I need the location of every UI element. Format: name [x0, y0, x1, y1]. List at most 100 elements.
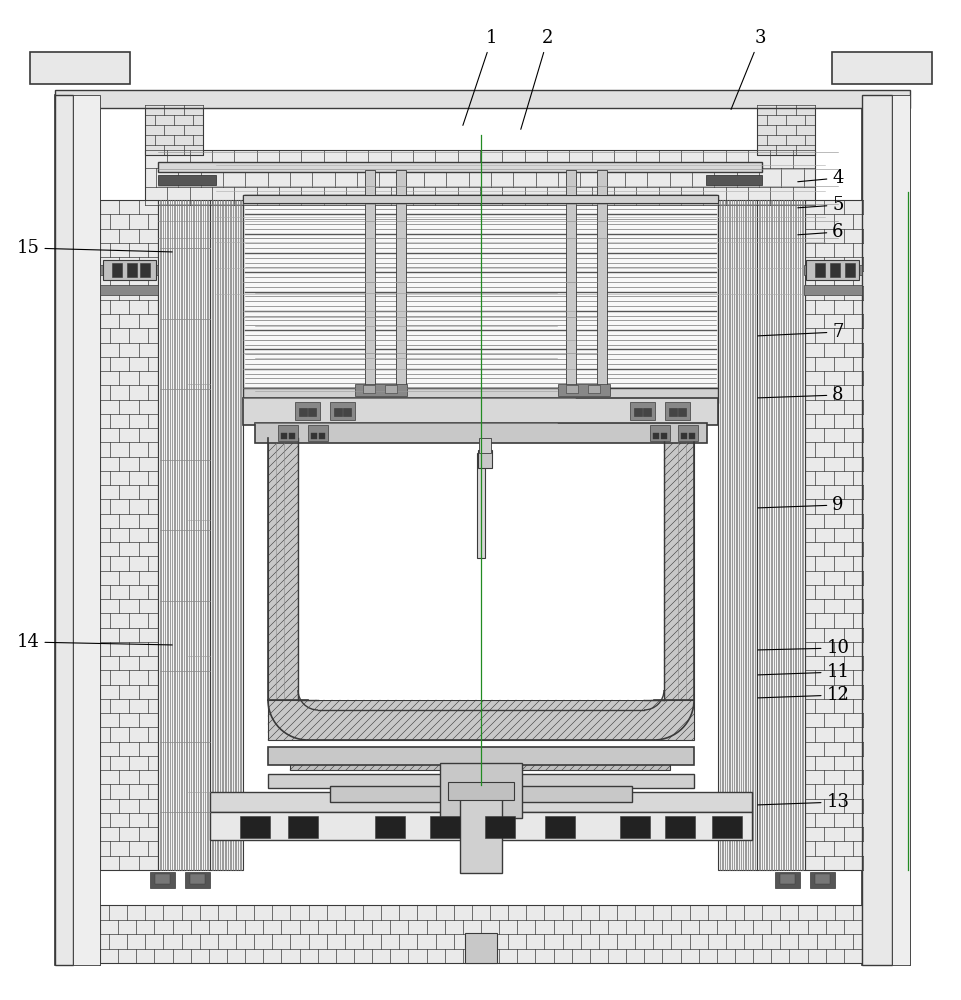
Bar: [779, 874, 794, 884]
Bar: [268, 774, 693, 788]
Bar: [650, 425, 669, 441]
Bar: [448, 782, 513, 800]
Bar: [287, 816, 318, 838]
Bar: [158, 162, 761, 172]
Bar: [243, 398, 717, 425]
Bar: [209, 792, 752, 812]
Bar: [103, 260, 156, 280]
Text: 10: 10: [757, 639, 849, 657]
Bar: [484, 816, 514, 838]
Bar: [185, 872, 209, 888]
Bar: [145, 150, 814, 205]
Text: 3: 3: [730, 29, 765, 109]
Bar: [243, 195, 717, 203]
Text: 14: 14: [16, 633, 172, 651]
Bar: [158, 200, 209, 870]
Text: 8: 8: [757, 386, 843, 404]
Bar: [814, 874, 829, 884]
Bar: [310, 433, 317, 439]
Bar: [829, 263, 839, 277]
Bar: [775, 872, 800, 888]
Text: 7: 7: [757, 323, 843, 341]
Bar: [339, 795, 622, 805]
Text: 13: 13: [757, 793, 849, 811]
Bar: [330, 402, 355, 420]
Bar: [268, 438, 298, 700]
Text: 11: 11: [757, 663, 849, 681]
Bar: [717, 200, 756, 870]
Bar: [150, 872, 175, 888]
Bar: [545, 816, 575, 838]
Bar: [289, 757, 669, 770]
Bar: [330, 786, 631, 802]
Bar: [642, 408, 651, 416]
Bar: [100, 200, 158, 870]
Bar: [711, 816, 741, 838]
Bar: [396, 170, 406, 393]
Bar: [861, 95, 891, 965]
Bar: [565, 385, 578, 393]
Bar: [831, 52, 931, 84]
Bar: [384, 385, 397, 393]
Bar: [140, 263, 150, 277]
Bar: [111, 263, 122, 277]
Bar: [439, 763, 522, 818]
Bar: [479, 438, 490, 453]
Bar: [678, 408, 685, 416]
Bar: [127, 263, 136, 277]
Bar: [364, 170, 375, 393]
Bar: [209, 812, 752, 840]
Bar: [756, 105, 814, 155]
Bar: [688, 433, 694, 439]
Bar: [362, 385, 375, 393]
Bar: [464, 933, 497, 963]
Bar: [809, 872, 834, 888]
Bar: [243, 195, 717, 388]
Bar: [343, 408, 351, 416]
Bar: [239, 816, 270, 838]
Bar: [308, 425, 328, 441]
Text: 15: 15: [16, 239, 172, 257]
Text: 5: 5: [797, 196, 843, 214]
Bar: [678, 425, 698, 441]
Bar: [333, 408, 342, 416]
Bar: [680, 433, 686, 439]
Bar: [664, 816, 694, 838]
Bar: [705, 175, 761, 185]
Bar: [243, 388, 717, 403]
Bar: [319, 433, 325, 439]
Bar: [30, 52, 130, 84]
Bar: [629, 402, 654, 420]
Bar: [633, 408, 641, 416]
Bar: [664, 402, 689, 420]
Bar: [452, 770, 509, 820]
Bar: [668, 408, 677, 416]
Bar: [298, 438, 663, 700]
Text: 9: 9: [757, 496, 843, 514]
Bar: [308, 408, 315, 416]
Bar: [803, 285, 861, 295]
Bar: [891, 95, 909, 965]
Bar: [55, 90, 909, 108]
Bar: [805, 260, 858, 280]
Bar: [288, 433, 295, 439]
Bar: [814, 263, 825, 277]
Bar: [844, 263, 854, 277]
Bar: [803, 265, 861, 275]
Bar: [355, 384, 407, 396]
Text: 12: 12: [757, 686, 849, 704]
Text: 4: 4: [797, 169, 843, 187]
Text: 2: 2: [520, 29, 554, 129]
Bar: [597, 170, 606, 393]
Bar: [459, 783, 502, 873]
Bar: [663, 438, 693, 700]
Bar: [209, 200, 243, 870]
Bar: [804, 200, 862, 870]
Bar: [557, 384, 609, 396]
Bar: [653, 433, 658, 439]
Bar: [565, 170, 576, 393]
Bar: [55, 95, 73, 965]
Bar: [190, 874, 205, 884]
Bar: [281, 433, 286, 439]
Bar: [278, 425, 298, 441]
